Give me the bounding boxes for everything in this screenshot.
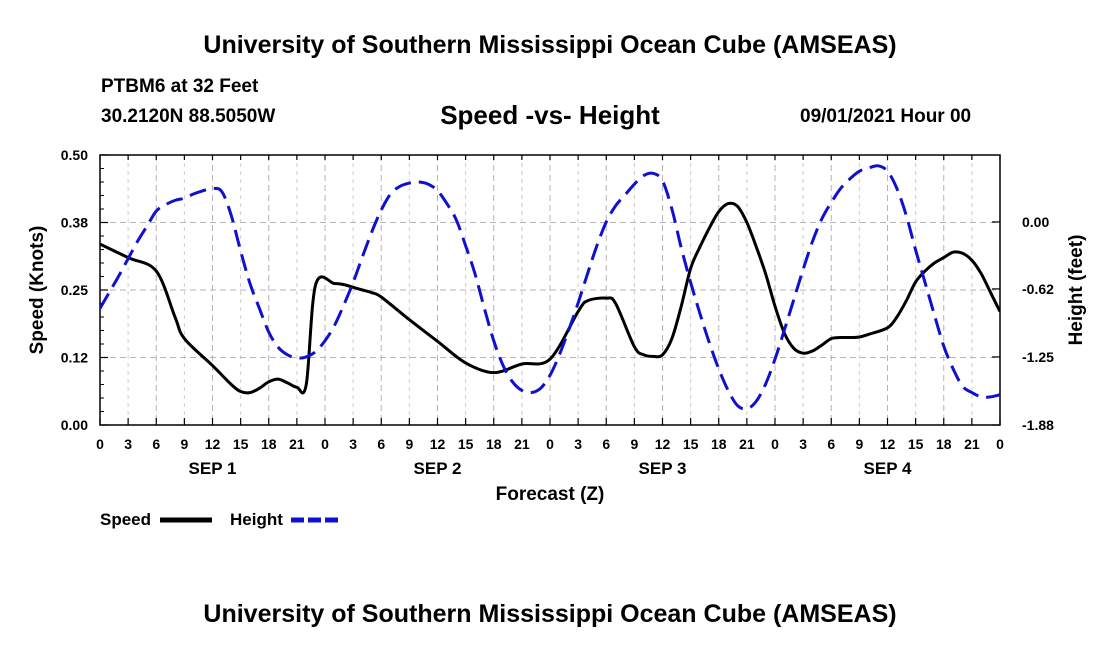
x-tick-label: 0 <box>996 436 1004 452</box>
x-tick-label: 0 <box>546 436 554 452</box>
x-tick-label: 21 <box>289 436 305 452</box>
day-label: SEP 4 <box>864 459 912 478</box>
station-coordinates: 30.2120N 88.5050W <box>101 106 276 127</box>
grid-layer <box>100 155 1000 425</box>
y-axis-label: Speed (Knots) <box>27 226 48 355</box>
x-tick-label: 3 <box>124 436 132 452</box>
labels-layer: 0 3 6 9 12 15 18 21 0 3 6 9 12 15 18 21 0 3 6 9 12 15 18 21 0 3 6 9… <box>61 147 1054 478</box>
x-tick-label: 15 <box>458 436 474 452</box>
x-tick-label: 9 <box>630 436 638 452</box>
y-tick-label: 0.00 <box>61 417 88 433</box>
x-tick-label: 21 <box>514 436 530 452</box>
x-tick-label: 6 <box>827 436 835 452</box>
x-tick-label: 9 <box>405 436 413 452</box>
x-tick-label: 21 <box>739 436 755 452</box>
plot-title: Speed -vs- Height <box>0 100 1100 131</box>
day-label: SEP 3 <box>639 459 687 478</box>
x-tick-label: 12 <box>430 436 446 452</box>
y2-tick-label: -1.25 <box>1022 349 1054 365</box>
x-tick-label: 0 <box>321 436 329 452</box>
x-tick-label: 6 <box>152 436 160 452</box>
x-tick-label: 12 <box>655 436 671 452</box>
x-tick-label: 6 <box>602 436 610 452</box>
y2-axis-label: Height (feet) <box>1066 235 1087 346</box>
y-tick-label: 0.50 <box>61 147 88 163</box>
x-tick-label: 12 <box>880 436 896 452</box>
y-tick-label: 0.25 <box>61 282 88 298</box>
ticks-layer <box>99 154 1001 426</box>
x-tick-label: 6 <box>377 436 385 452</box>
x-tick-label: 3 <box>349 436 357 452</box>
x-tick-label: 18 <box>486 436 502 452</box>
series-layer <box>100 164 1000 411</box>
x-tick-label: 15 <box>908 436 924 452</box>
series-line-speed <box>100 201 1000 395</box>
x-tick-label: 3 <box>799 436 807 452</box>
x-tick-label: 18 <box>261 436 277 452</box>
legend-height-label: Height <box>230 510 283 529</box>
y-tick-label: 0.12 <box>61 350 88 366</box>
x-tick-label: 9 <box>855 436 863 452</box>
y2-tick-label: -1.88 <box>1022 417 1054 433</box>
day-label: SEP 1 <box>189 459 237 478</box>
top-title: University of Southern Mississippi Ocean… <box>203 31 897 59</box>
forecast-datetime: 09/01/2021 Hour 00 <box>800 106 972 127</box>
x-axis-label: Forecast (Z) <box>496 484 605 505</box>
x-tick-label: 9 <box>180 436 188 452</box>
x-tick-label: 0 <box>771 436 779 452</box>
x-tick-label: 3 <box>574 436 582 452</box>
legend: Speed Height <box>100 510 342 529</box>
bottom-title: University of Southern Mississippi Ocean… <box>203 600 897 628</box>
x-tick-label: 0 <box>96 436 104 452</box>
plot-title-text: Speed -vs- Height <box>440 100 660 130</box>
day-label: SEP 2 <box>414 459 462 478</box>
x-tick-label: 15 <box>683 436 699 452</box>
series-line-height <box>100 164 1000 411</box>
station-label: PTBM6 at 32 Feet <box>101 76 259 97</box>
y2-tick-label: -0.62 <box>1022 281 1054 297</box>
x-tick-label: 21 <box>964 436 980 452</box>
legend-speed-label: Speed <box>100 510 151 529</box>
x-tick-label: 18 <box>936 436 952 452</box>
x-tick-label: 12 <box>205 436 221 452</box>
x-tick-label: 15 <box>233 436 249 452</box>
y2-tick-label: 0.00 <box>1022 214 1049 230</box>
x-tick-label: 18 <box>711 436 727 452</box>
y-tick-label: 0.38 <box>61 215 88 231</box>
